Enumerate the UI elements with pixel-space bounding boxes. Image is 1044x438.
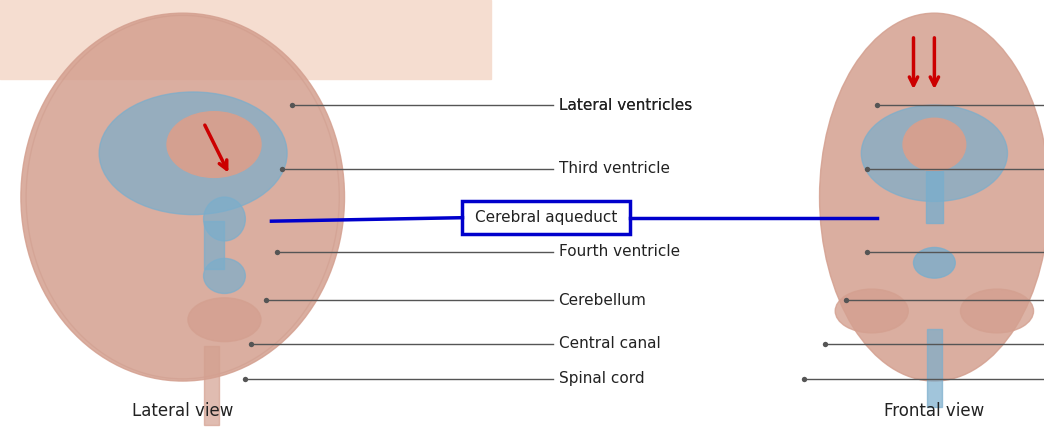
Ellipse shape [914, 247, 955, 278]
Text: Cerebral aqueduct: Cerebral aqueduct [475, 210, 617, 226]
Point [816, 340, 833, 347]
Text: Cerebellum: Cerebellum [559, 293, 646, 307]
FancyBboxPatch shape [462, 201, 630, 234]
Text: Lateral ventricles: Lateral ventricles [559, 98, 692, 113]
Point [274, 165, 290, 172]
Ellipse shape [861, 105, 1007, 201]
Ellipse shape [21, 13, 345, 381]
Ellipse shape [204, 197, 245, 241]
Point [869, 102, 885, 109]
Ellipse shape [835, 289, 908, 333]
Point [242, 340, 259, 347]
Text: Lateral ventricles: Lateral ventricles [559, 98, 692, 113]
Bar [0, 0, 491, 79]
Text: Central canal: Central canal [559, 336, 660, 351]
Ellipse shape [960, 289, 1034, 333]
Text: Third ventricle: Third ventricle [559, 161, 669, 176]
Point [284, 102, 301, 109]
Bar [926, 171, 943, 223]
Point [858, 165, 875, 172]
Ellipse shape [167, 112, 261, 177]
Point [858, 248, 875, 255]
Ellipse shape [204, 258, 245, 293]
Ellipse shape [99, 92, 287, 215]
Point [796, 375, 812, 382]
Text: Lateral view: Lateral view [132, 403, 234, 420]
Point [268, 248, 285, 255]
Text: Fourth ventricle: Fourth ventricle [559, 244, 680, 259]
Point [258, 297, 275, 304]
Text: Spinal cord: Spinal cord [559, 371, 644, 386]
Point [837, 297, 854, 304]
Ellipse shape [903, 118, 966, 171]
Bar [204, 346, 219, 425]
Bar [204, 221, 224, 269]
Ellipse shape [820, 13, 1044, 381]
Bar [927, 328, 942, 407]
Text: Frontal view: Frontal view [884, 403, 984, 420]
Point [237, 375, 254, 382]
Ellipse shape [188, 298, 261, 342]
